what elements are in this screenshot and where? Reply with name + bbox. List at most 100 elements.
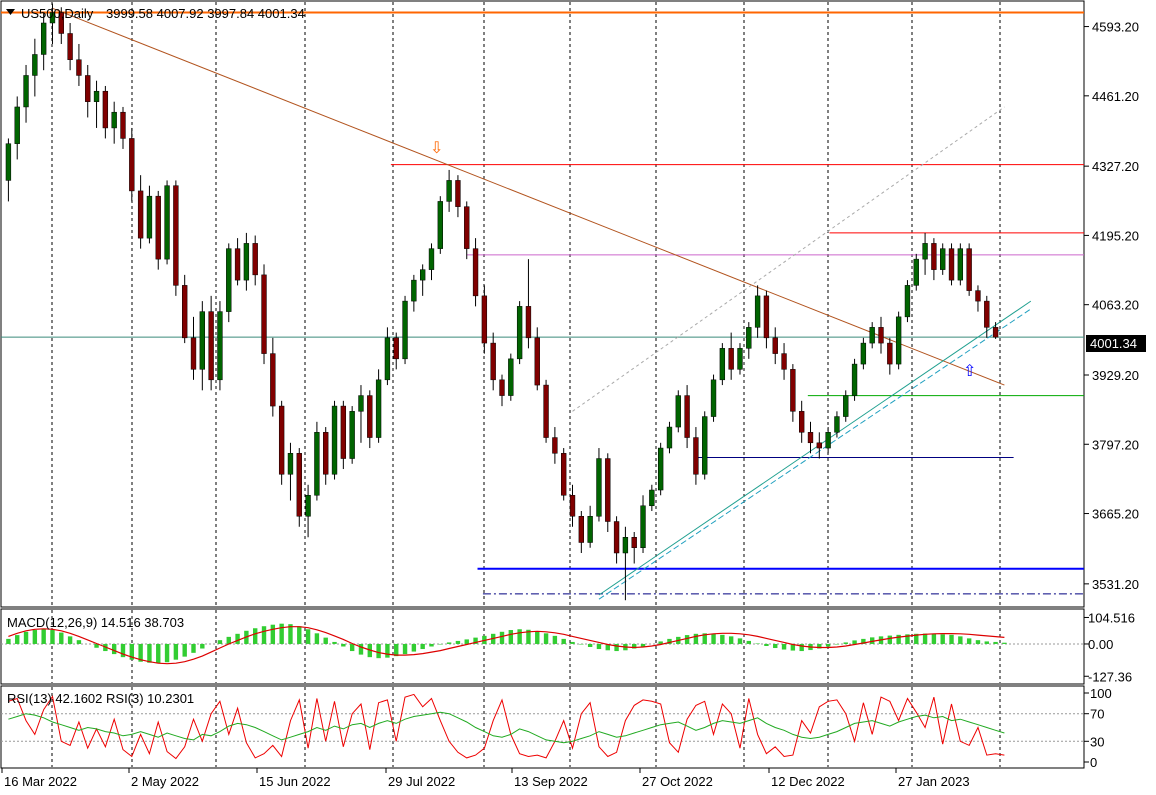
candle-body <box>5 143 12 181</box>
candle-body <box>587 516 593 543</box>
macd-tick-label: 104.516 <box>1088 610 1135 625</box>
candle-body <box>552 437 558 454</box>
candle-body <box>737 348 743 370</box>
candle-body <box>631 537 637 549</box>
candle-body <box>102 90 109 129</box>
candle-body <box>516 306 523 360</box>
candle-body <box>992 327 999 338</box>
date-label: 13 Sep 2022 <box>514 774 588 789</box>
macd-plot: 104.516 0.00 -127.36 <box>1 610 1135 684</box>
candle-body <box>719 348 726 381</box>
rsi-plot: 100 70 30 0 <box>1 686 1112 770</box>
ohlc-label: 3999.58 4007.92 3997.84 4001.34 <box>106 6 305 21</box>
candle-body <box>640 505 646 549</box>
candle-body <box>931 243 937 270</box>
candle-body <box>878 327 884 344</box>
candle-body <box>728 348 734 370</box>
date-label: 27 Jan 2023 <box>898 774 970 789</box>
candle-body <box>446 180 452 202</box>
candle-body <box>940 248 946 270</box>
candle-body <box>296 453 302 517</box>
candle-body <box>702 416 708 475</box>
candle-body <box>305 495 311 517</box>
candle-body <box>182 285 188 339</box>
candle-body <box>596 458 602 517</box>
candle-body <box>948 248 955 281</box>
candle-body <box>799 411 805 433</box>
candle-body <box>984 300 990 328</box>
candle-body <box>543 384 549 438</box>
macd-tick-label: 0.00 <box>1088 637 1113 652</box>
candle-body <box>393 337 399 360</box>
candle-body <box>816 442 822 449</box>
candle-body <box>120 111 126 139</box>
candle-body <box>807 432 814 444</box>
support-trendline <box>598 300 1032 596</box>
rsi-tick-label: 30 <box>1090 734 1104 749</box>
annotations <box>1 7 1084 600</box>
rsi-tick-label: 100 <box>1090 686 1112 701</box>
macd-panel <box>0 608 1085 685</box>
down-arrow-icon: ⇩ <box>430 140 443 157</box>
candle-body <box>869 327 875 344</box>
candle-body <box>464 206 470 249</box>
candle-body <box>32 54 38 76</box>
candle-body <box>358 395 364 412</box>
dropdown-triangle-icon[interactable] <box>6 9 15 15</box>
candle-body <box>481 295 488 344</box>
candle-body <box>860 342 867 365</box>
candle-body <box>419 269 426 281</box>
candle-body <box>922 243 928 260</box>
rsi-label: RSI(13) 42.1602 RSI(3) 10.2301 <box>7 691 194 706</box>
candle-body <box>111 111 117 129</box>
candle-body <box>657 447 664 491</box>
candle-body <box>67 33 73 60</box>
candle-body <box>270 353 276 407</box>
candle-body <box>834 416 840 433</box>
candle-body <box>472 248 479 297</box>
candle-body <box>772 337 778 354</box>
candle-body <box>155 195 161 260</box>
candle-body <box>190 337 197 370</box>
candle-body <box>693 437 699 475</box>
candle-body <box>781 353 787 370</box>
candle-body <box>14 106 20 144</box>
rsi-tick-label: 0 <box>1090 755 1097 770</box>
candle-body <box>323 432 329 475</box>
candle-body <box>261 274 267 354</box>
candle-body <box>763 295 770 339</box>
candle-body <box>402 300 408 360</box>
candle-body <box>428 248 435 270</box>
candle-body <box>913 258 919 286</box>
candle-body <box>754 295 761 328</box>
candle-body <box>375 379 382 438</box>
candle-body <box>499 379 505 396</box>
channel-upper-line <box>572 106 1005 412</box>
candle-body <box>58 12 64 34</box>
resistance-trendline <box>52 7 1005 386</box>
candle-body <box>975 290 981 302</box>
candle-body <box>93 90 100 102</box>
candle-body <box>561 453 567 496</box>
candle-body <box>675 395 681 428</box>
candle-body <box>349 411 355 459</box>
up-arrow-icon: ⇧ <box>963 363 976 380</box>
date-label: 27 Oct 2022 <box>642 774 713 789</box>
candle-body <box>957 248 964 281</box>
candle-body <box>622 537 629 554</box>
date-axis: 16 Mar 2022 2 May 2022 15 Jun 2022 29 Jul 2… <box>1 768 970 789</box>
candle-body <box>384 337 391 381</box>
price-tick-label: 4461.20 <box>1092 89 1139 104</box>
price-tick-label: 3665.20 <box>1092 507 1139 522</box>
last-price-box <box>1086 335 1146 352</box>
date-label: 15 Jun 2022 <box>259 774 331 789</box>
candle-body <box>825 432 831 449</box>
candle-body <box>234 248 241 281</box>
candle-body <box>851 363 858 396</box>
rsi13-line <box>8 711 1005 744</box>
candles <box>5 3 999 601</box>
candle-body <box>578 516 585 543</box>
candle-body <box>508 358 514 396</box>
price-tick-label: 3929.20 <box>1092 368 1139 383</box>
